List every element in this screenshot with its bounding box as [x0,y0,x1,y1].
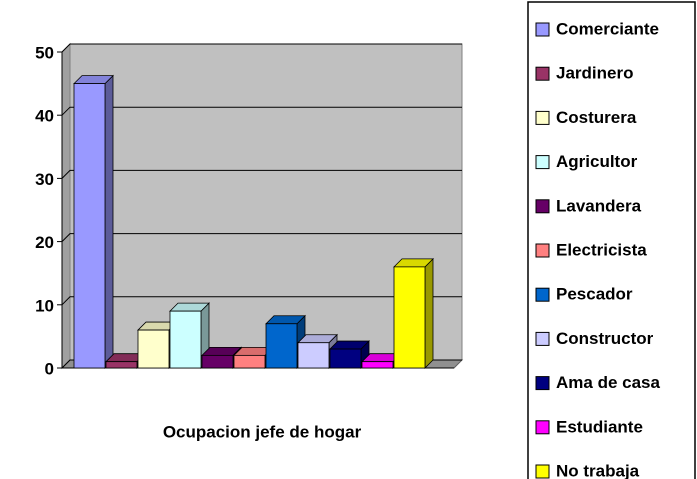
legend-label: Lavandera [556,196,642,215]
bar [297,342,330,369]
bar [105,361,138,369]
legend-label: Estudiante [556,417,643,436]
grid-line [61,233,462,242]
side-wall [61,42,71,370]
bar [393,266,426,369]
bar [73,83,106,369]
legend-label: Pescador [556,285,633,304]
legend-box [527,1,696,479]
y-tick-label: 50 [35,43,54,62]
legend-label: Comerciante [556,19,659,38]
bar [329,348,362,369]
bar [169,310,202,369]
bar-side [424,257,434,369]
legend-swatch [535,243,550,258]
legend-label: Jardinero [556,64,633,83]
legend-swatch [535,331,550,346]
legend-swatch [535,22,550,37]
legend-label: Agricultor [556,152,638,171]
bar [201,354,234,369]
legend-label: No trabaja [556,461,640,479]
grid-line [61,296,462,306]
y-tick-label: 0 [45,359,54,378]
legend-swatch [535,66,550,81]
legend-swatch [535,420,550,435]
legend-swatch [535,110,550,125]
bar [265,323,298,369]
legend-label: Constructor [556,329,654,348]
legend-swatch [535,199,550,214]
y-tick-label: 30 [35,170,54,189]
y-tick-label: 40 [35,107,54,126]
legend-label: Costurera [556,108,637,127]
bar-side [104,74,114,369]
legend-swatch [535,287,550,302]
bar [361,361,394,369]
x-tick-label: Ocupacion jefe de hogar [163,422,362,441]
legend-label: Ama de casa [556,373,660,392]
y-tick-label: 20 [35,233,54,252]
grid-line [61,43,462,53]
y-tick-label: 10 [35,296,54,315]
legend-label: Electricista [556,240,647,259]
legend-swatch [535,464,550,479]
legend-swatch [535,155,550,170]
bar [137,329,170,369]
bar [233,354,266,369]
grid-line [61,169,462,179]
grid-line [61,106,462,116]
legend-swatch [535,376,550,391]
